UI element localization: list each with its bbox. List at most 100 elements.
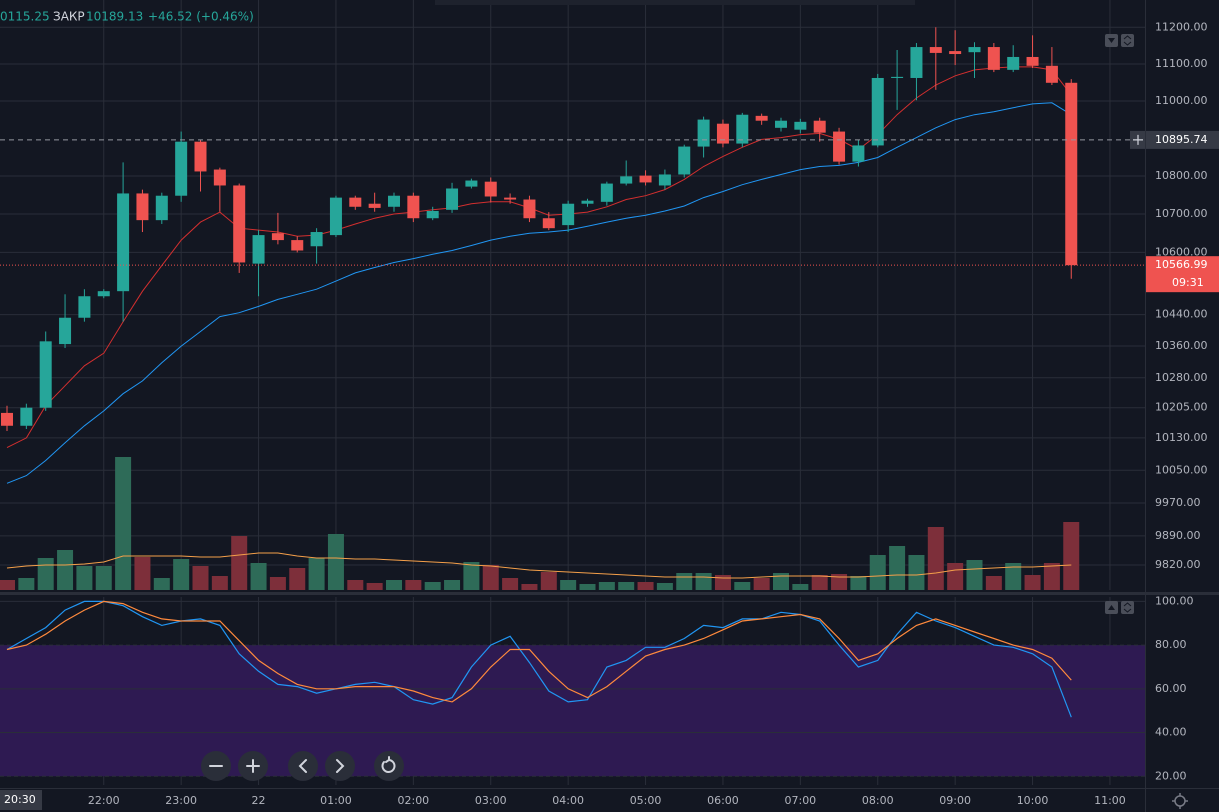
x-tick-label: 10:00: [1017, 794, 1049, 807]
y-tick-label: 10440.00: [1155, 308, 1208, 321]
collapse-button[interactable]: [1105, 34, 1118, 47]
candle-body: [871, 77, 884, 146]
y-tick-label: 10130.00: [1155, 431, 1208, 444]
crosshair-price-box: [1130, 130, 1219, 149]
volume-bar: [676, 573, 693, 590]
crosshair-price-label: 10895.74: [1155, 133, 1208, 146]
scroll-right-button[interactable]: [325, 751, 355, 781]
y-tick-label: 11100.00: [1155, 57, 1208, 70]
candle-body: [639, 175, 652, 183]
volume-bar: [618, 582, 635, 590]
candle-body: [1065, 82, 1078, 266]
candle-body: [388, 195, 400, 207]
candle-body: [736, 114, 749, 144]
volume-bar: [153, 578, 170, 590]
candle-body: [910, 47, 923, 78]
candle-body: [349, 197, 362, 207]
candle-body: [852, 145, 865, 162]
y-tick-label: 11000.00: [1155, 94, 1208, 107]
candle-body: [1, 412, 13, 426]
scroll-left-button[interactable]: [288, 751, 318, 781]
current-price-box: [1146, 256, 1219, 293]
x-tick-label: 01:00: [320, 794, 352, 807]
candle-body: [368, 203, 381, 208]
candle-body: [542, 218, 555, 229]
volume-bar: [173, 559, 190, 590]
crosshair-time-label: 20:30: [4, 793, 36, 806]
volume-bar: [211, 576, 228, 590]
volume-bar: [637, 582, 654, 590]
x-tick-label: 09:00: [939, 794, 971, 807]
volume-bar: [76, 566, 93, 590]
y-tick-label: 10700.00: [1155, 207, 1208, 220]
candle-body: [929, 47, 942, 53]
candle-body: [716, 123, 729, 144]
zoom-out-button[interactable]: [201, 751, 231, 781]
volume-bar: [18, 578, 35, 590]
volume-bar: [269, 577, 286, 590]
candle-body: [20, 407, 33, 426]
candle-body: [446, 188, 459, 210]
stochastic-band: [0, 645, 1145, 777]
maximize-button[interactable]: [1121, 601, 1134, 614]
x-tick-label: 08:00: [862, 794, 894, 807]
y-tick-label: 9970.00: [1155, 496, 1201, 509]
candle-body: [484, 181, 497, 197]
candle-body: [233, 185, 246, 263]
candle-body: [987, 47, 1000, 70]
volume-bar: [695, 573, 712, 590]
candle-body: [213, 169, 226, 186]
legend-close-label: ЗАКР: [53, 10, 85, 24]
settings-button[interactable]: [1172, 793, 1188, 809]
y-tick-label: 10360.00: [1155, 339, 1208, 352]
volume-bar: [444, 580, 461, 590]
candle-body: [136, 193, 149, 221]
x-tick-label: 06:00: [707, 794, 739, 807]
moving-average: [6, 102, 1072, 484]
expand-button[interactable]: [1105, 601, 1118, 614]
volume-bar: [424, 582, 441, 590]
volume-bar: [908, 555, 925, 590]
candle-body: [155, 195, 168, 221]
y-tick-label: 20.00: [1155, 769, 1187, 782]
x-tick-label: 11:00: [1094, 794, 1126, 807]
y-tick-label: 40.00: [1155, 726, 1187, 739]
maximize-button[interactable]: [1121, 34, 1134, 47]
volume-bar: [134, 557, 151, 590]
volume-bar: [734, 582, 751, 590]
volume-bar: [985, 576, 1002, 590]
volume-bar: [850, 576, 867, 590]
volume-bar: [521, 584, 538, 590]
candle-body: [97, 291, 110, 297]
legend: 0115.25 ЗАКР 10189.13 +46.52 (+0.46%): [0, 10, 254, 24]
volume-bar: [250, 563, 267, 590]
y-tick-label: 80.00: [1155, 638, 1187, 651]
candle-body: [39, 341, 52, 408]
current-price-label: 10566.99: [1155, 258, 1208, 271]
volume-bar: [502, 578, 519, 590]
volume-bar: [95, 566, 112, 590]
volume-bar: [347, 580, 364, 590]
volume-bar: [792, 584, 809, 590]
pane-buttons: [1105, 34, 1134, 614]
candle-body: [562, 203, 575, 226]
x-tick-label: 23:00: [165, 794, 197, 807]
countdown-label: 09:31: [1172, 276, 1204, 289]
candle-body: [1026, 56, 1039, 66]
volume-bar: [1005, 563, 1022, 590]
candle-body: [271, 233, 284, 241]
y-tick-label: 10280.00: [1155, 371, 1208, 384]
candle-body: [252, 235, 265, 264]
crosshair-plus: [1133, 134, 1143, 145]
y-tick-label: 9890.00: [1155, 529, 1201, 542]
zoom-in-button[interactable]: [238, 751, 268, 781]
candle-body: [775, 120, 787, 128]
navigation: [201, 751, 404, 781]
volume-bar: [231, 536, 248, 590]
volume-bar: [811, 575, 828, 590]
candle-body: [59, 317, 72, 345]
candle-body: [620, 176, 633, 184]
y-tick-label: 10205.00: [1155, 401, 1208, 414]
x-tick-label: 07:00: [784, 794, 816, 807]
reset-button[interactable]: [374, 751, 404, 781]
